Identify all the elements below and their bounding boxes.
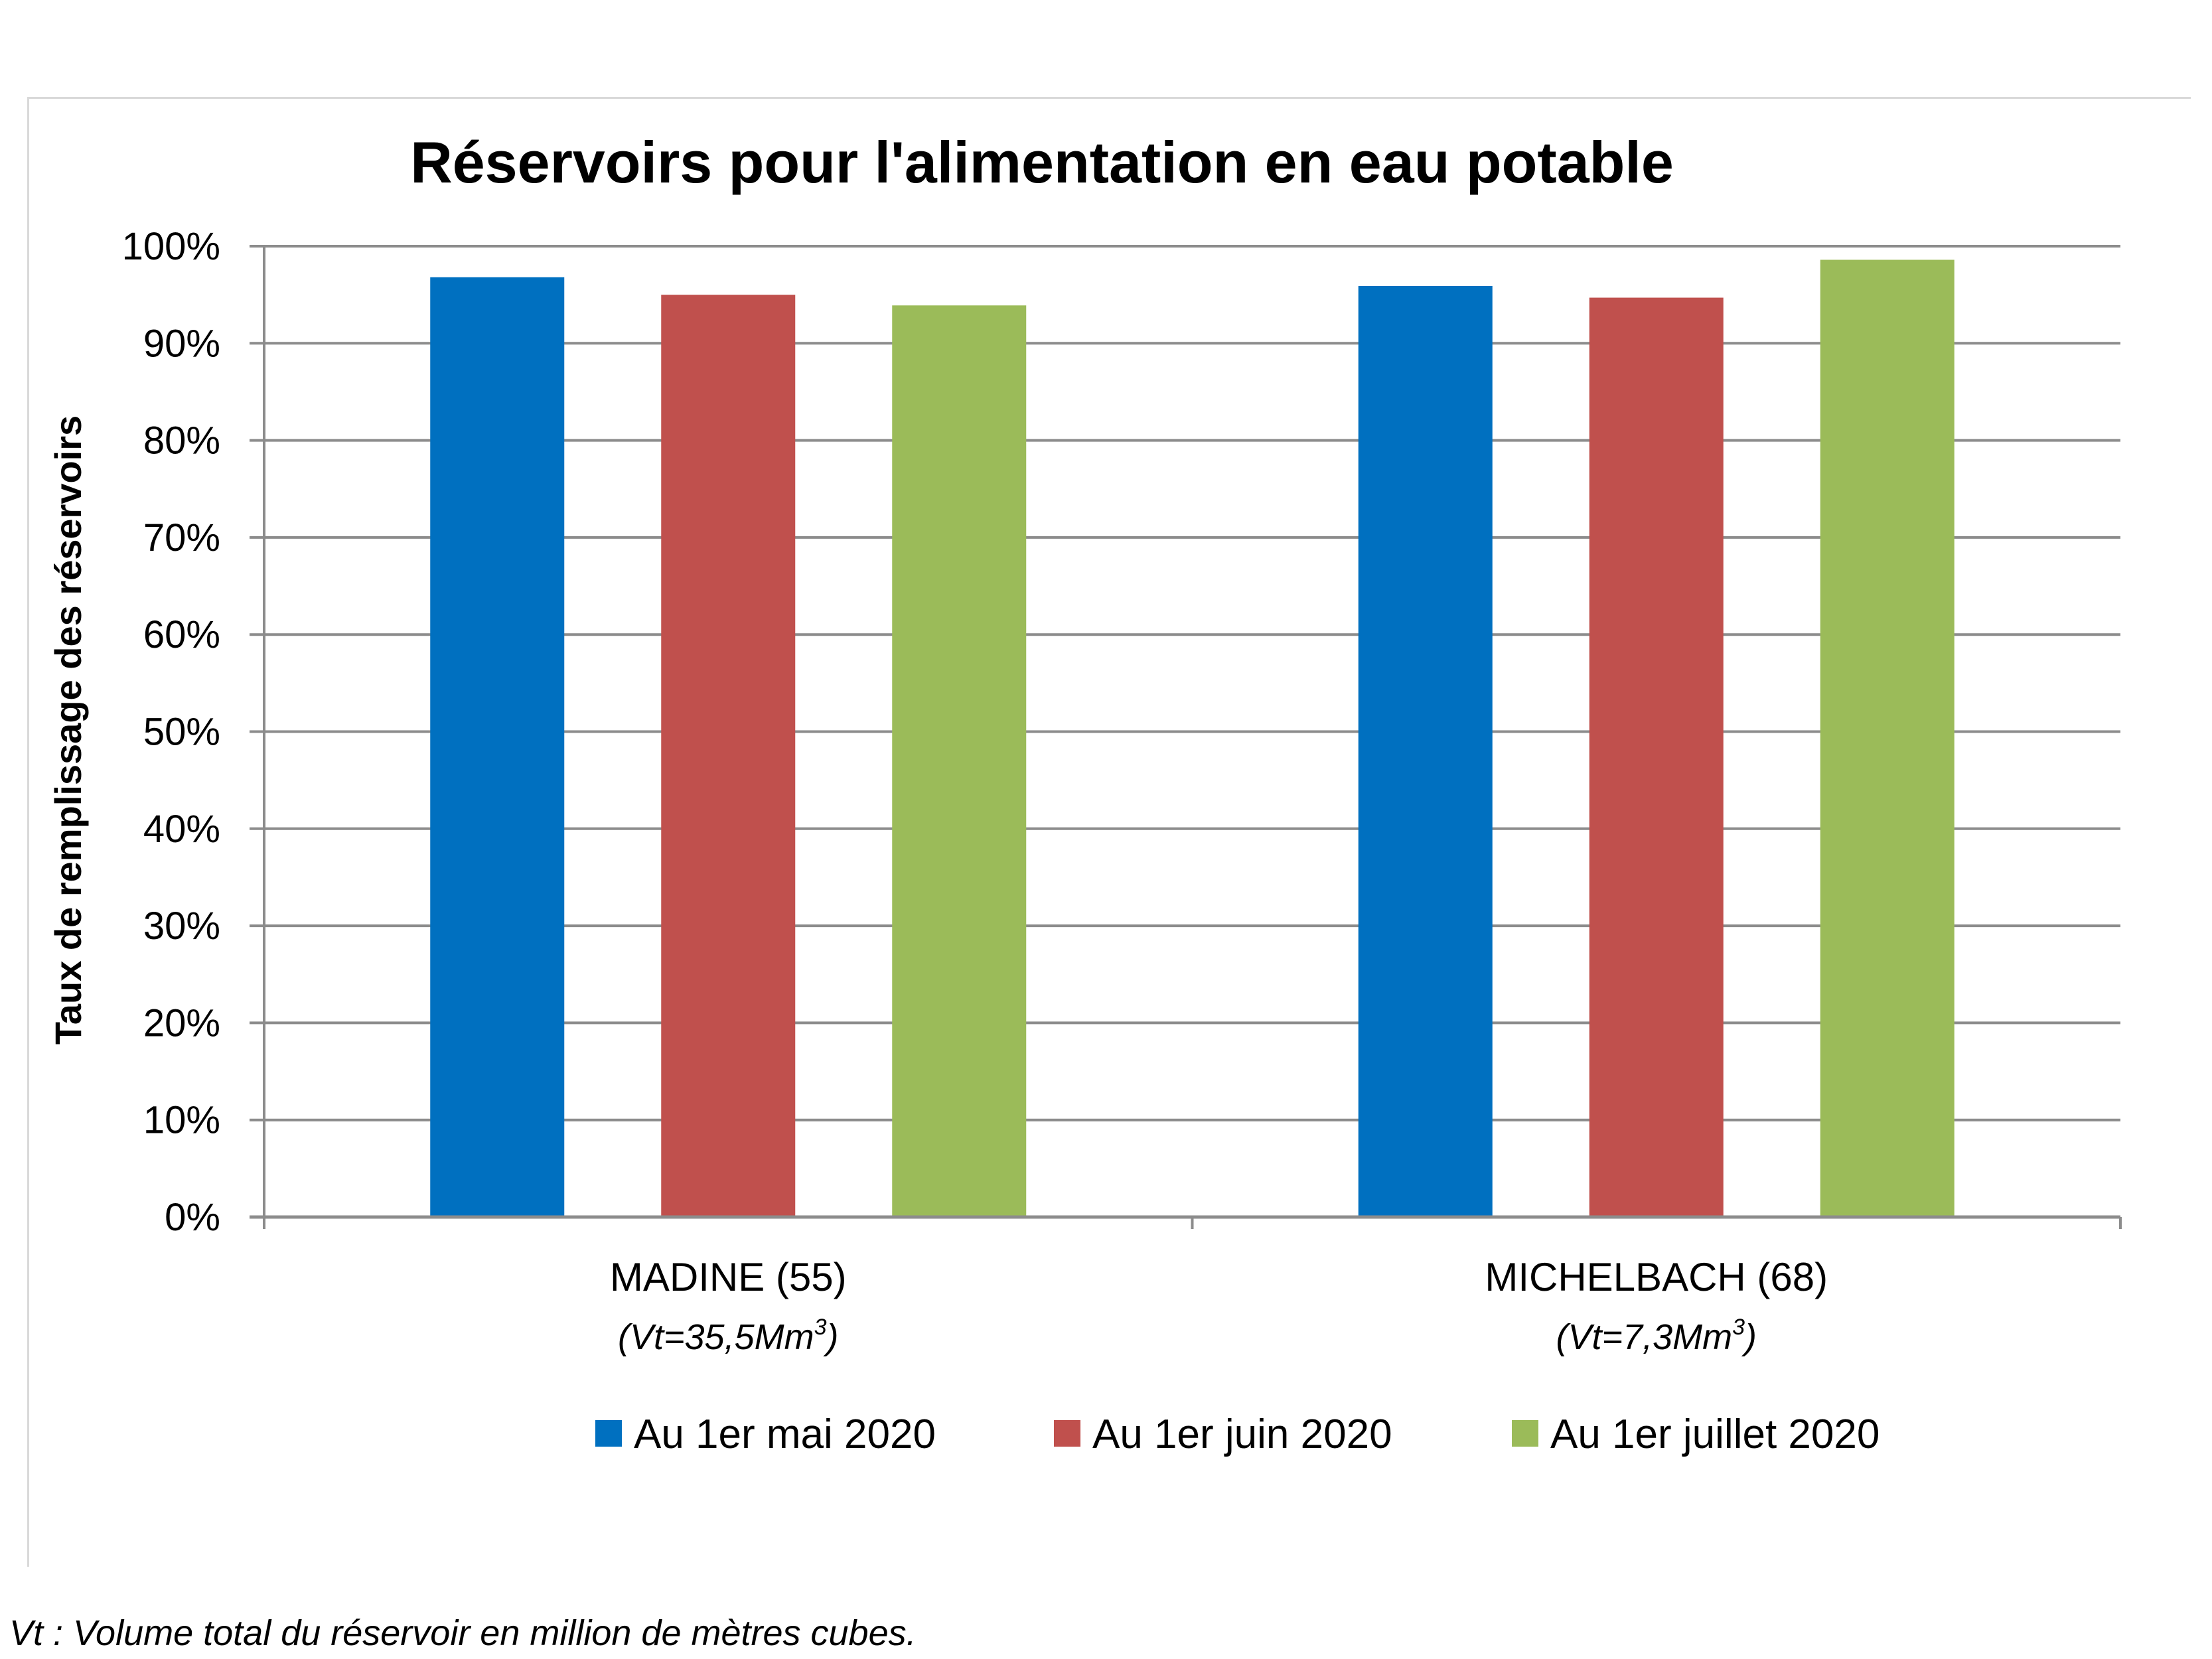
chart-title: Réservoirs pour l'alimentation en eau po…: [410, 129, 1674, 195]
category-volume-label: (Vt=7,3Mm3): [1556, 1315, 1757, 1357]
legend-swatch: [1512, 1420, 1538, 1447]
bar: [1589, 297, 1724, 1217]
category-label: MICHELBACH (68): [1485, 1255, 1828, 1299]
legend-label: Au 1er juillet 2020: [1550, 1411, 1880, 1457]
gridlines: [264, 245, 2120, 1121]
bar: [1358, 285, 1493, 1217]
y-tick-label: 40%: [143, 808, 220, 851]
legend-swatch: [595, 1420, 622, 1447]
legend-item: Au 1er juin 2020: [1054, 1411, 1392, 1457]
category-volume-label: (Vt=35,5Mm3): [618, 1315, 839, 1357]
legend: Au 1er mai 2020 Au 1er juin 2020 Au 1er ju…: [595, 1411, 1880, 1457]
category-label: MADINE (55): [610, 1255, 847, 1299]
legend-label: Au 1er mai 2020: [634, 1411, 936, 1457]
y-tick-label: 70%: [143, 516, 220, 559]
legend-swatch: [1054, 1420, 1080, 1447]
y-tick-label: 50%: [143, 711, 220, 754]
y-tick-label: 90%: [143, 322, 220, 365]
category-labels: MADINE (55) (Vt=35,5Mm3) MICHELBACH (68) (V…: [610, 1255, 1828, 1357]
bar: [892, 305, 1027, 1217]
y-tick-label: 0%: [165, 1196, 220, 1239]
footnote: Vt : Volume total du réservoir en millio…: [9, 1613, 917, 1653]
legend-item: Au 1er mai 2020: [595, 1411, 936, 1457]
y-axis-label: Taux de remplissage des réservoirs: [47, 415, 89, 1045]
y-tick-label: 30%: [143, 904, 220, 948]
y-tick-labels: 0% 10% 20% 30% 40% 50% 60% 70% 80% 90% 100%: [122, 225, 220, 1239]
bar: [1820, 259, 1954, 1218]
y-tick-label: 100%: [122, 225, 220, 268]
legend-label: Au 1er juin 2020: [1092, 1411, 1392, 1457]
chart-frame-top-border: [27, 97, 2191, 99]
bar: [430, 277, 565, 1217]
y-tick-label: 20%: [143, 1001, 220, 1045]
y-tick-label: 60%: [143, 613, 220, 656]
axes-group: [250, 245, 2122, 1229]
bar-chart: Réservoirs pour l'alimentation en eau po…: [47, 129, 2122, 1457]
bar: [661, 295, 796, 1217]
legend-item: Au 1er juillet 2020: [1512, 1411, 1880, 1457]
bars-group: [430, 259, 1954, 1218]
y-tick-label: 10%: [143, 1099, 220, 1142]
y-tick-label: 80%: [143, 419, 220, 463]
chart-frame-left-border: [27, 97, 29, 1567]
